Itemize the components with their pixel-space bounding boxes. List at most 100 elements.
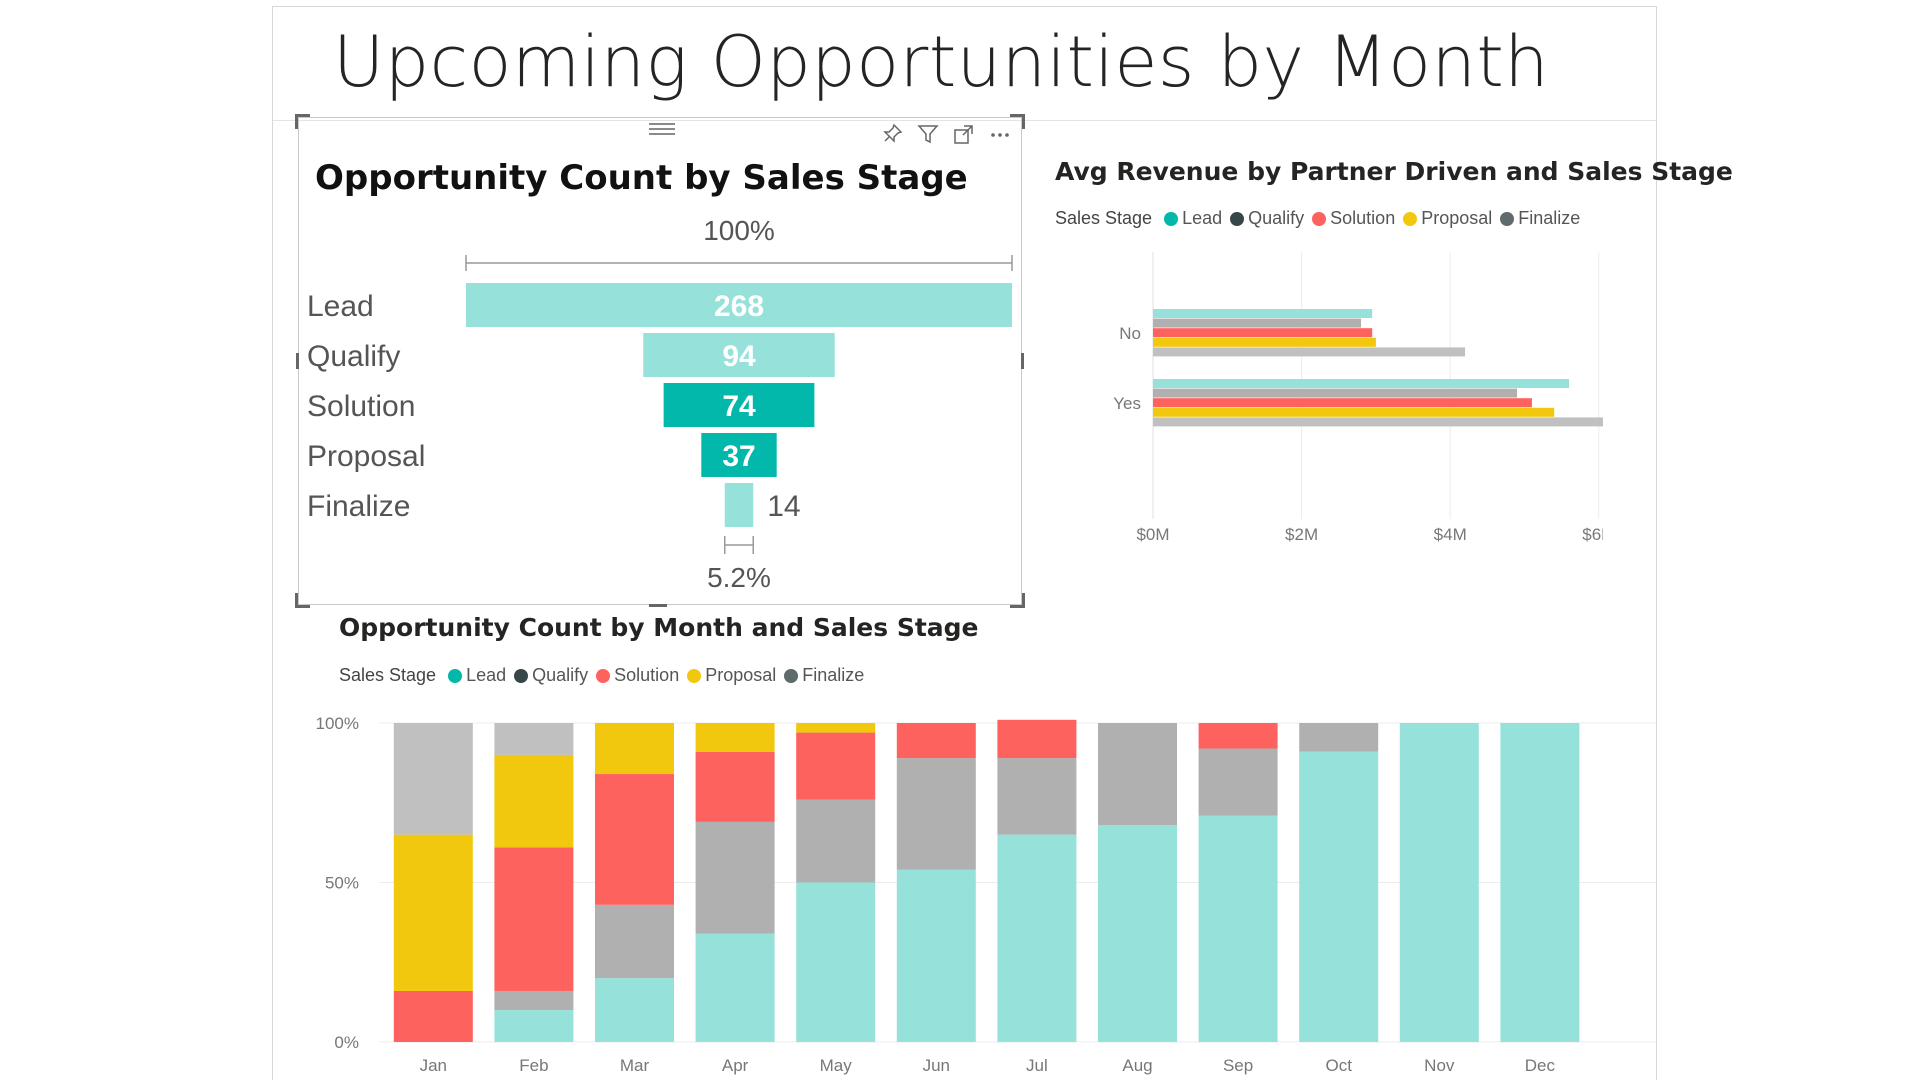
funnel-category-label: Finalize (307, 490, 410, 523)
legend-dot-solution (596, 668, 611, 683)
monthly-bar-mar-proposal (595, 723, 674, 775)
legend-label: Qualify (532, 665, 589, 685)
resize-handle-top-right[interactable] (1010, 114, 1025, 129)
monthly-bar-feb-proposal (494, 754, 574, 848)
monthly-x-tick-label: Jun (923, 1056, 950, 1075)
funnel-bar-qualify (643, 333, 835, 377)
legend-item-proposal[interactable]: Proposal (1403, 208, 1492, 229)
monthly-bar-oct-qualify (1299, 723, 1379, 752)
monthly-x-tick-label: Mar (620, 1056, 650, 1075)
funnel-bar-finalize (724, 483, 754, 527)
legend-label: Lead (466, 665, 507, 685)
monthly-y-tick-label: 0% (334, 1033, 359, 1052)
funnel-visual[interactable]: Opportunity Count by Sales Stage 100% Lea… (295, 114, 1025, 608)
legend-item-proposal[interactable]: Proposal (687, 665, 776, 686)
monthly-bar-feb-qualify (494, 990, 574, 1011)
focus-mode-icon[interactable] (951, 122, 977, 146)
monthly-bar-sep-lead (1198, 815, 1278, 1042)
monthly-bar-sep-qualify (1198, 748, 1278, 816)
monthly-x-tick-label: Sep (1223, 1056, 1253, 1075)
resize-handle-bottom-left[interactable] (295, 593, 310, 608)
funnel-category-label: Solution (307, 390, 415, 423)
monthly-bar-jul-lead (997, 834, 1077, 1042)
monthly-x-tick-label: Aug (1122, 1056, 1152, 1075)
monthly-chart-title: Opportunity Count by Month and Sales Sta… (339, 613, 979, 642)
resize-handle-bottom-right[interactable] (1010, 593, 1025, 608)
revenue-bar-yes-qualify (1153, 388, 1518, 398)
legend-item-finalize[interactable]: Finalize (1500, 208, 1580, 229)
funnel-value-label: 94 (722, 340, 756, 373)
monthly-x-tick-label: Feb (519, 1056, 548, 1075)
monthly-x-tick-label: Jul (1026, 1056, 1048, 1075)
revenue-bar-no-solution (1153, 328, 1373, 338)
legend-item-finalize[interactable]: Finalize (784, 665, 864, 686)
monthly-bar-aug-lead (1098, 825, 1177, 1042)
monthly-bar-may-proposal (796, 723, 876, 733)
resize-handle-top-left[interactable] (295, 114, 310, 129)
revenue-legend: Sales Stage Lead Qualify Solution Proposal F… (1055, 208, 1588, 229)
revenue-bar-yes-proposal (1153, 407, 1555, 417)
revenue-bar-no-qualify (1153, 318, 1362, 328)
monthly-bar-apr-lead (695, 933, 775, 1042)
monthly-bar-may-lead (796, 882, 876, 1042)
legend-dot-finalize (784, 668, 799, 683)
legend-item-lead[interactable]: Lead (448, 665, 506, 686)
monthly-y-tick-label: 100% (316, 714, 359, 733)
legend-item-qualify[interactable]: Qualify (1230, 208, 1304, 229)
more-options-icon[interactable] (987, 122, 1013, 146)
funnel-value-label: 37 (722, 440, 755, 473)
legend-label: Lead (1182, 208, 1223, 228)
resize-handle-left[interactable] (296, 353, 299, 369)
funnel-category-label: Proposal (307, 440, 425, 473)
monthly-bar-jul-solution (997, 719, 1077, 759)
legend-label: Proposal (705, 665, 777, 685)
pin-icon[interactable] (879, 122, 905, 146)
monthly-bar-sep-solution (1198, 723, 1278, 749)
revenue-bar-no-proposal (1153, 337, 1376, 347)
legend-dot-proposal (687, 668, 702, 683)
legend-label: Finalize (1518, 208, 1581, 228)
monthly-bar-mar-solution (595, 774, 674, 905)
monthly-bar-mar-qualify (595, 904, 674, 979)
resize-handle-right[interactable] (1021, 353, 1024, 369)
monthly-bar-feb-solution (494, 847, 574, 991)
funnel-category-label: Lead (307, 290, 374, 323)
monthly-bar-dec-lead (1500, 723, 1580, 1042)
monthly-stacked-chart: 0% 50% 100% Jan Feb Mar Apr May Jun Jul Aug Sep Oct N… (316, 714, 1656, 1075)
monthly-bar-jun-lead (896, 869, 976, 1042)
legend-dot-finalize (1500, 211, 1515, 226)
funnel-value-label: 74 (722, 390, 756, 423)
legend-dot-lead (448, 668, 463, 683)
monthly-bar-mar-lead (595, 978, 674, 1042)
legend-dot-proposal (1403, 211, 1418, 226)
report-page: Upcoming Opportunities by Month Opportun… (272, 6, 1733, 1080)
revenue-chart-title: Avg Revenue by Partner Driven and Sales … (1055, 157, 1733, 186)
revenue-category-label: Yes (1113, 394, 1141, 413)
revenue-bar-no-lead (1153, 309, 1373, 318)
monthly-x-tick-label: Nov (1424, 1056, 1455, 1075)
monthly-x-tick-label: Jan (420, 1056, 447, 1075)
funnel-value-label: 14 (767, 490, 800, 523)
monthly-bar-apr-proposal (695, 723, 775, 752)
resize-handle-bottom[interactable] (649, 604, 667, 607)
monthly-bar-feb-lead (494, 1010, 574, 1042)
monthly-bar-jun-solution (896, 723, 976, 759)
legend-item-lead[interactable]: Lead (1164, 208, 1222, 229)
legend-label: Proposal (1421, 208, 1493, 228)
monthly-bar-jun-qualify (896, 758, 976, 870)
monthly-bar-feb-finalize (494, 723, 574, 755)
legend-label: Solution (1330, 208, 1396, 228)
funnel-bottom-label: 5.2% (707, 562, 771, 593)
legend-label: Finalize (802, 665, 865, 685)
revenue-bar-yes-finalize (1153, 417, 1603, 427)
drag-handle[interactable] (649, 120, 675, 135)
legend-item-qualify[interactable]: Qualify (514, 665, 588, 686)
revenue-x-tick-label: $2M (1285, 525, 1318, 544)
legend-item-solution[interactable]: Solution (1312, 208, 1395, 229)
legend-item-solution[interactable]: Solution (596, 665, 679, 686)
legend-dot-qualify (514, 668, 529, 683)
legend-dot-solution (1312, 211, 1327, 226)
funnel-title: Opportunity Count by Sales Stage (315, 158, 968, 198)
filter-icon[interactable] (915, 122, 941, 146)
funnel-category-label: Qualify (307, 340, 400, 373)
